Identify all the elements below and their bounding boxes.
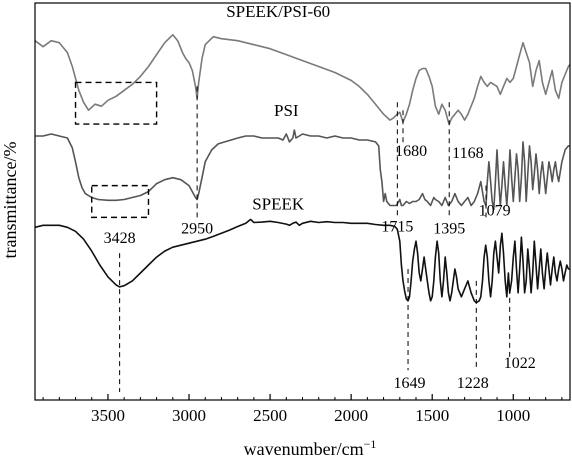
peak-label-1079: 1079 [479, 202, 511, 219]
peak-label-1680: 1680 [395, 143, 427, 160]
peak-label-1715: 1715 [381, 218, 413, 235]
y-axis-title: transmittance/% [0, 142, 20, 259]
series-line-speek [35, 218, 570, 304]
x-tick-label-1000: 1000 [496, 406, 530, 425]
annotation-layer: 3428 2950 1715 1680 1649 1395 1168 1228 1079 1022… [74, 2, 536, 392]
series-label-psi: PSI [274, 101, 299, 120]
peak-label-1649: 1649 [394, 375, 426, 392]
peak-label-3428: 3428 [104, 230, 136, 247]
series-line-speek-psi-60 [35, 34, 570, 125]
peak-label-2950: 2950 [181, 220, 213, 237]
series-layer [35, 34, 570, 304]
x-tick-label-2000: 2000 [334, 406, 368, 425]
x-tick-label-1500: 1500 [415, 406, 449, 425]
peak-label-1022: 1022 [504, 355, 536, 372]
series-label-speek: SPEEK [252, 194, 305, 213]
peak-label-1168: 1168 [452, 145, 483, 162]
x-tick-label-3000: 3000 [172, 406, 206, 425]
series-label-speek-psi-60: SPEEK/PSI-60 [226, 2, 330, 21]
peak-label-1395: 1395 [433, 220, 465, 237]
x-tick-label-3500: 3500 [91, 406, 125, 425]
x-axis-title-text: wavenumber/cm [244, 439, 364, 459]
x-axis-title-superscript: −1 [364, 437, 377, 451]
highlight-box-1 [74, 81, 158, 125]
x-axis-ticks: 3500 3000 2500 2000 1500 1000 [42, 394, 563, 425]
x-tick-label-2500: 2500 [253, 406, 287, 425]
x-axis-title: wavenumber/cm−1 [244, 437, 377, 459]
highlight-box-2 [91, 184, 150, 219]
series-line-psi [35, 129, 570, 211]
peak-label-1228: 1228 [457, 375, 489, 392]
